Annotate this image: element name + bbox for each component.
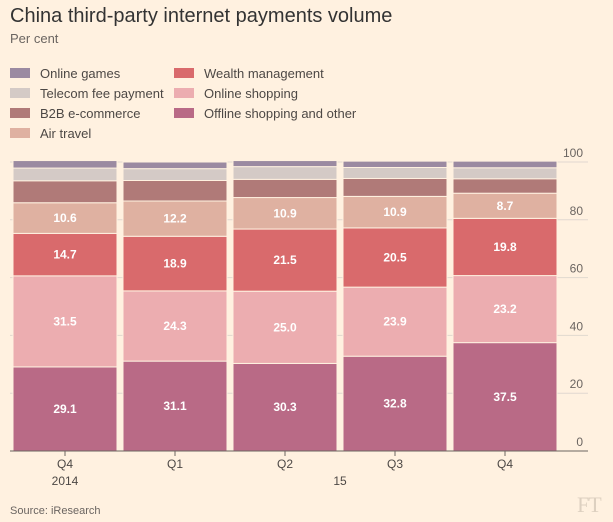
bar-segment <box>452 178 558 194</box>
bar-segment <box>12 160 118 169</box>
bar-segment <box>122 161 228 170</box>
legend-item-online-shopping: Online shopping <box>174 84 298 102</box>
bar-segment <box>122 179 228 202</box>
y-tick-label: 100 <box>563 146 583 160</box>
data-label: 10.6 <box>53 211 77 225</box>
x-tick-label: Q2 <box>277 457 293 471</box>
bar-segment <box>342 355 448 452</box>
x-tick-label: Q3 <box>387 457 403 471</box>
bar-segment <box>12 180 118 204</box>
data-label: 31.1 <box>163 399 187 413</box>
data-label: 20.5 <box>383 251 407 265</box>
y-tick-label: 0 <box>576 435 583 449</box>
data-label: 10.9 <box>273 206 297 220</box>
data-label: 31.5 <box>53 314 77 328</box>
bar-segment <box>342 166 448 179</box>
data-label: 24.3 <box>163 319 187 333</box>
chart-title: China third-party internet payments volu… <box>10 5 393 27</box>
bar-segment <box>452 160 558 169</box>
data-label: 19.8 <box>493 240 517 254</box>
data-label: 21.5 <box>273 253 297 267</box>
data-label: 30.3 <box>273 400 297 414</box>
legend-swatch <box>10 88 30 98</box>
legend-label: Online shopping <box>204 85 298 101</box>
bar-segment <box>342 227 448 288</box>
legend-item-air-travel: Air travel <box>10 124 91 142</box>
x-tick-label: Q4 <box>497 457 513 471</box>
legend-item-telecom-fee-payment: Telecom fee payment <box>10 84 164 102</box>
bar-segment <box>342 160 448 168</box>
bar-segment <box>12 232 118 277</box>
data-label: 10.9 <box>383 205 407 219</box>
data-label: 25.0 <box>273 320 297 334</box>
ft-logo: FT <box>577 492 602 517</box>
bar-segment <box>232 362 338 452</box>
legend-label: Air travel <box>40 125 92 141</box>
data-label: 14.7 <box>53 248 77 262</box>
bar-segment <box>122 168 228 181</box>
legend-label: Wealth management <box>204 65 324 81</box>
data-label: 23.2 <box>493 302 517 316</box>
legend-swatch <box>10 68 30 78</box>
bar-segment <box>232 166 338 180</box>
bar-segment <box>232 178 338 199</box>
data-label: 18.9 <box>163 257 187 271</box>
data-label: 29.1 <box>53 402 77 416</box>
bar-segment <box>452 217 558 277</box>
bar-segment <box>342 286 448 357</box>
period-label: 2014 <box>52 474 79 488</box>
legend-label: Online games <box>40 65 121 81</box>
y-tick-label: 60 <box>570 262 584 276</box>
x-tick-label: Q4 <box>57 457 73 471</box>
bar-segment <box>452 275 558 344</box>
bar-segment <box>122 235 228 292</box>
legend-swatch <box>10 128 30 138</box>
source-note: Source: iResearch <box>10 505 101 517</box>
bar-segment <box>122 290 228 362</box>
y-tick-label: 40 <box>570 319 584 333</box>
legend-item-offline-shopping-and-other: Offline shopping and other <box>174 104 356 122</box>
bar-segment <box>12 167 118 182</box>
data-label: 32.8 <box>383 397 407 411</box>
legend-swatch <box>174 68 194 78</box>
legend: Online games Telecom fee payment B2B e-c… <box>10 64 430 144</box>
data-label: 23.9 <box>383 315 407 329</box>
data-label: 12.2 <box>163 212 187 226</box>
bar-segment <box>342 195 448 229</box>
legend-item-wealth-management: Wealth management <box>174 64 324 82</box>
legend-label: Offline shopping and other <box>204 105 357 121</box>
bar-segment <box>452 342 558 452</box>
chart-subtitle: Per cent <box>10 31 59 46</box>
y-tick-label: 80 <box>570 204 584 218</box>
legend-swatch <box>174 88 194 98</box>
bar-segment <box>12 202 118 234</box>
period-label: 15 <box>333 474 347 488</box>
legend-label: B2B e-commerce <box>40 105 141 121</box>
data-label: 8.7 <box>497 199 514 213</box>
bar-segment <box>232 160 338 168</box>
bar-segment <box>122 200 228 237</box>
legend-item-online-games: Online games <box>10 64 120 82</box>
data-label: 37.5 <box>493 390 517 404</box>
bar-segment <box>452 167 558 180</box>
bar-segment <box>12 366 118 452</box>
legend-item-b2b-e-commerce: B2B e-commerce <box>10 104 140 122</box>
bar-segment <box>12 275 118 368</box>
legend-swatch <box>10 108 30 118</box>
bar-segment <box>122 360 228 452</box>
legend-swatch <box>174 108 194 118</box>
y-tick-label: 20 <box>570 377 584 391</box>
legend-label: Telecom fee payment <box>40 85 164 101</box>
x-tick-label: Q1 <box>167 457 183 471</box>
bar-segment <box>342 177 448 197</box>
